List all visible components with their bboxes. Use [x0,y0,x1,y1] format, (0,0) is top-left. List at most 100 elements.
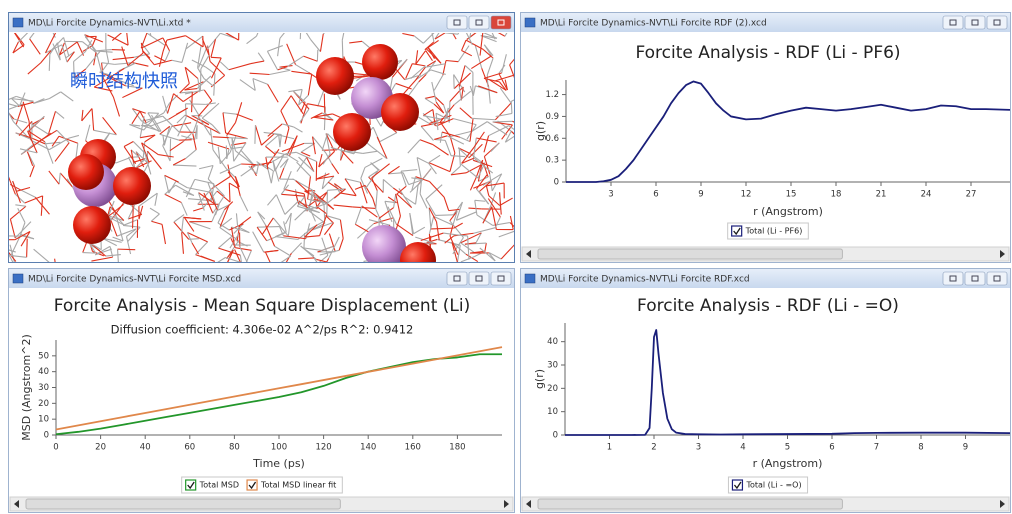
bond [426,199,436,215]
legend-label: Total MSD [199,481,239,490]
snapshot-label: 瞬时结构快照 [70,71,178,92]
minimize-button[interactable] [447,272,467,285]
bond [74,52,86,62]
bond [199,165,213,168]
bond [211,58,221,78]
x-tick-label: 60 [184,443,195,453]
minimize-button[interactable] [943,272,963,285]
maximize-button[interactable] [965,272,985,285]
bond [443,60,446,75]
close-button[interactable] [987,16,1007,29]
bond [476,0,489,12]
bond [281,194,305,196]
bond [220,152,230,163]
bond [255,125,256,144]
y-tick-label: 10 [547,407,558,417]
maximize-button[interactable] [469,272,489,285]
series-line [56,354,502,434]
bond [271,171,273,183]
bond [45,142,60,143]
legend-checkbox[interactable] [186,480,196,490]
bond [49,92,60,99]
bond [0,277,5,282]
bond [520,52,536,56]
close-button[interactable] [987,272,1007,285]
bond [468,0,480,10]
window-icon [13,274,23,283]
bond [276,195,285,215]
minimize-button[interactable] [943,16,963,29]
y-tick-label: 0.6 [545,134,559,144]
bond [0,240,4,255]
bond [301,143,315,152]
legend-checkbox[interactable] [732,480,742,490]
bond [510,223,518,230]
bond [349,41,362,43]
x-tick-label: 6 [653,190,658,200]
bond [329,234,335,252]
y-tick-label: 40 [38,367,49,377]
bond [198,79,200,93]
bond [39,130,57,141]
x-tick-label: 100 [271,443,287,453]
bond [434,139,445,140]
bond [192,92,193,112]
bond [240,217,251,226]
bond [13,181,21,203]
bond [284,189,304,193]
bond [447,136,464,144]
bond [208,165,213,179]
close-button[interactable] [491,16,511,29]
x-tick-label: 140 [360,443,376,453]
x-tick-label: 3 [696,443,701,453]
bond [420,140,433,145]
bond [522,80,527,96]
bond [279,135,280,147]
bond [296,152,316,161]
bond [61,92,74,101]
legend-checkbox[interactable] [247,480,257,490]
legend-checkbox[interactable] [732,226,742,236]
bond [474,228,496,234]
bond [211,57,221,58]
bond [169,181,176,193]
bond [220,62,229,70]
bond [234,143,246,162]
bond [417,157,429,163]
scroll-thumb[interactable] [538,499,842,509]
x-tick-label: 1 [607,443,612,453]
window-icon [525,274,535,283]
x-tick-label: 5 [785,443,790,453]
bond [446,60,458,61]
bond [218,210,224,223]
bond [55,111,64,118]
bond [265,146,275,154]
x-tick-label: 20 [95,443,106,453]
bond [417,157,421,179]
maximize-button[interactable] [469,16,489,29]
bond [86,125,90,141]
bond [92,108,94,130]
bond [383,179,393,188]
bond [10,219,15,238]
bond [334,205,353,207]
close-button[interactable] [491,272,511,285]
bond [511,131,526,145]
bond [287,44,296,65]
scroll-thumb[interactable] [538,249,842,259]
maximize-button[interactable] [965,16,985,29]
bond [413,227,424,234]
bond [363,151,377,153]
bond [165,194,182,202]
series-line [566,81,1010,182]
y-tick-label: 30 [547,361,558,371]
scroll-thumb[interactable] [26,499,340,509]
screen: 瞬时结构快照 MD\Li Forcite Dynamics-NVT\Li.xtd… [0,0,1012,514]
bond [462,40,467,50]
x-tick-label: 8 [918,443,923,453]
legend: Total MSDTotal MSD linear fit [182,477,343,493]
bond [204,78,213,86]
minimize-button[interactable] [447,16,467,29]
atom [113,167,151,205]
bond [327,189,345,190]
